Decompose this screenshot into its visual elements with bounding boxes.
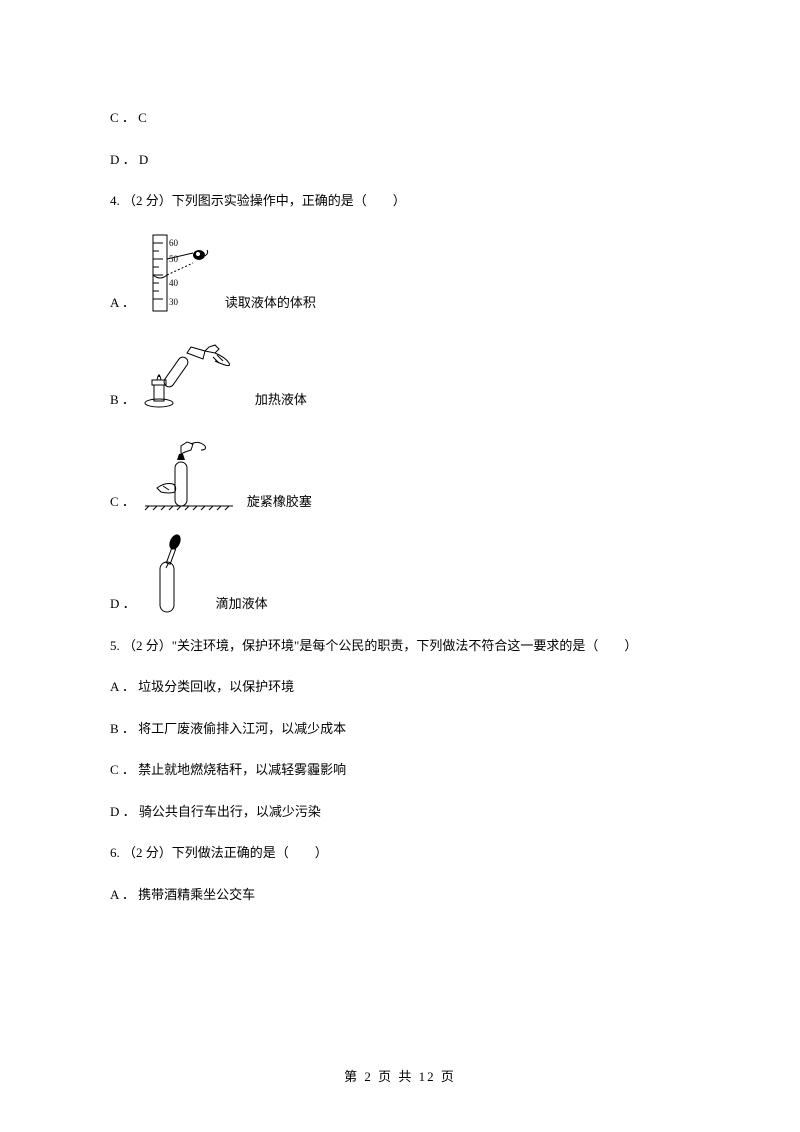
q4-a-text: 读取液体的体积: [225, 293, 316, 313]
q4-option-a: A ． 60 50 40 30 读取液体的体积: [110, 233, 690, 313]
q4-option-c: C ． 旋紧橡胶塞: [110, 432, 690, 512]
q4-d-text: 滴加液体: [216, 594, 268, 614]
q4-b-text: 加热液体: [255, 390, 307, 410]
q4-a-diagram: 60 50 40 30: [143, 233, 213, 313]
q5-option-d: D ． 骑公共自行车出行，以减少污染: [110, 802, 690, 822]
svg-text:40: 40: [169, 278, 179, 288]
heating-liquid-icon: [143, 335, 243, 410]
q4-d-label: D ．: [110, 594, 136, 614]
prev-option-c: C ． C: [110, 108, 690, 128]
q4-option-d: D ． 滴加液体: [110, 534, 690, 614]
svg-text:30: 30: [169, 297, 179, 307]
cylinder-reading-icon: 60 50 40 30: [143, 233, 213, 313]
q4-stem: 4. （2 分）下列图示实验操作中，正确的是（ ）: [110, 191, 690, 211]
q5-option-c: C ． 禁止就地燃烧秸秆，以减轻雾霾影响: [110, 760, 690, 780]
svg-text:50: 50: [169, 254, 179, 264]
q4-d-diagram: [144, 534, 204, 614]
q4-option-b: B ． 加热液体: [110, 335, 690, 410]
q5-option-b: B ． 将工厂废液偷排入江河，以减少成本: [110, 719, 690, 739]
q5-option-a: A ． 垃圾分类回收，以保护环境: [110, 677, 690, 697]
q4-b-diagram: [143, 335, 243, 410]
q4-c-label: C ．: [110, 492, 135, 512]
q5-stem: 5. （2 分）"关注环境，保护环境"是每个公民的职责，下列做法不符合这一要求的…: [110, 636, 690, 656]
q4-a-label: A ．: [110, 293, 135, 313]
svg-text:60: 60: [169, 238, 179, 248]
q4-c-diagram: [143, 432, 235, 512]
dropper-icon: [144, 534, 204, 614]
prev-option-d: D ． D: [110, 150, 690, 170]
q4-b-label: B ．: [110, 390, 135, 410]
q6-stem: 6. （2 分）下列做法正确的是（ ）: [110, 843, 690, 863]
q4-c-text: 旋紧橡胶塞: [247, 492, 312, 512]
page-footer: 第 2 页 共 12 页: [0, 1067, 800, 1087]
q6-option-a: A ． 携带酒精乘坐公交车: [110, 885, 690, 905]
stopper-icon: [143, 432, 235, 512]
